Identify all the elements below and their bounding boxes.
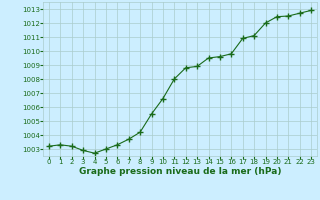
X-axis label: Graphe pression niveau de la mer (hPa): Graphe pression niveau de la mer (hPa) [79, 167, 281, 176]
